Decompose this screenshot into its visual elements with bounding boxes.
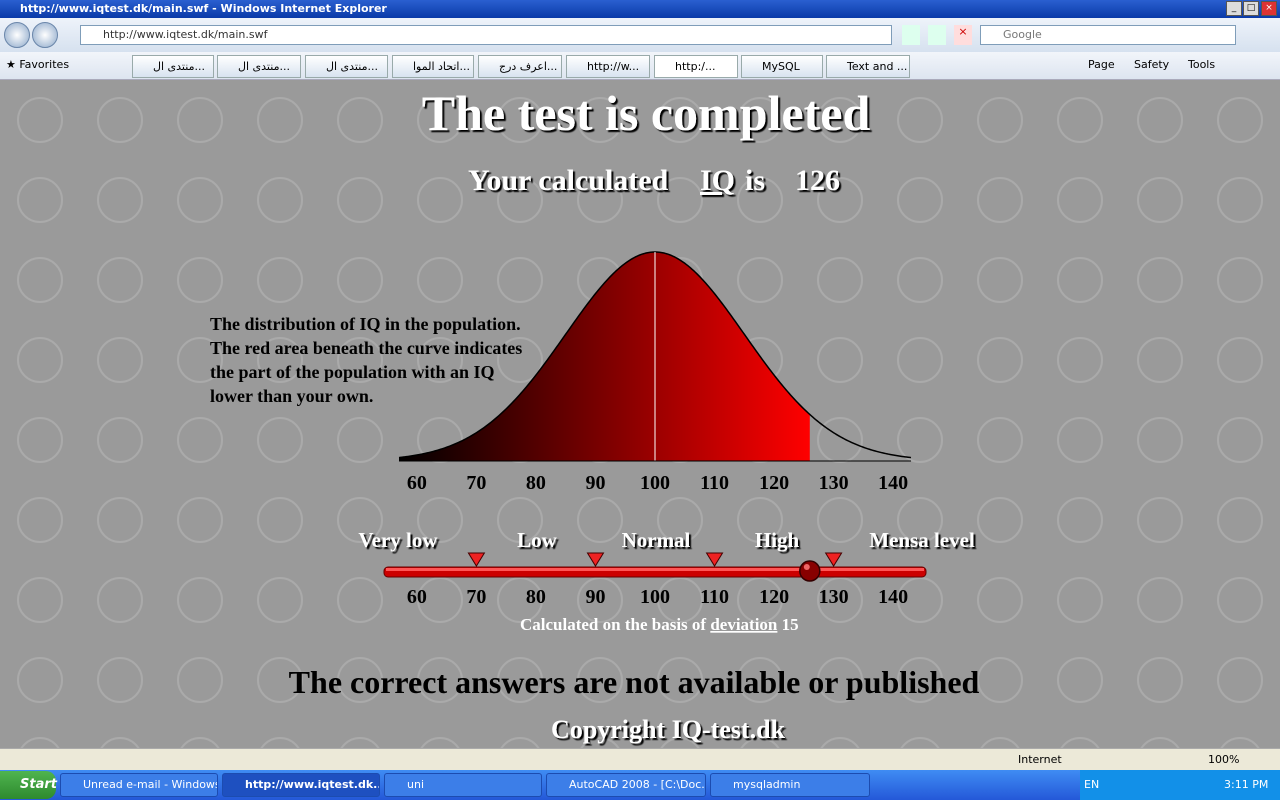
tab[interactable]: http://w... [566, 55, 650, 78]
description-line: The red area beneath the curve indicates [210, 338, 522, 358]
scale-tick-label: 100 [640, 586, 670, 608]
tab[interactable]: MySQL [741, 55, 823, 78]
iq-pre: Your calculated [468, 164, 669, 197]
x-tick-label: 90 [585, 472, 605, 494]
x-tick-label: 100 [640, 472, 670, 494]
back-button[interactable] [4, 22, 30, 48]
description-line: The distribution of IQ in the population… [210, 314, 521, 334]
x-tick-label: 110 [700, 472, 729, 494]
copyright: Copyright IQ-test.dk [551, 715, 786, 744]
description-line: lower than your own. [210, 386, 373, 406]
below-iq-area [399, 252, 810, 461]
tab[interactable]: منتدى ال... [305, 55, 388, 78]
scale-label: Mensa level [869, 528, 975, 552]
x-tick-label: 140 [878, 472, 908, 494]
iq-line: Your calculated IQ is 126 [468, 164, 840, 197]
description: The distribution of IQ in the population… [210, 314, 522, 406]
iq-post: is [745, 164, 765, 197]
start-label: Start [20, 777, 57, 792]
scale-tick-label: 60 [407, 586, 427, 608]
title-bar: http://www.iqtest.dk/main.swf - Windows … [0, 0, 1280, 18]
taskbar-item[interactable]: Unread e-mail - Windows... [60, 773, 218, 797]
status-bar: Internet 100% [0, 748, 1280, 770]
zone: Internet [1018, 753, 1062, 766]
deviation-line: Calculated on the basis of deviation 15 [520, 615, 799, 634]
scale-label: Normal [622, 528, 691, 552]
command-button[interactable]: Safety [1134, 58, 1170, 71]
deviation-value: 15 [782, 615, 799, 634]
minimize[interactable]: _ [1226, 1, 1242, 16]
compat-button[interactable] [902, 25, 920, 45]
deviation-pre: Calculated on the basis of [520, 615, 706, 634]
x-tick-label: 130 [819, 472, 849, 494]
title: The test is completed [422, 85, 871, 141]
taskbar-item[interactable]: uni [384, 773, 542, 797]
x-tick-label: 120 [759, 472, 789, 494]
tab[interactable]: منتدى ال... [132, 55, 214, 78]
command-button[interactable]: Page [1088, 58, 1115, 71]
search-placeholder: Google [1003, 28, 1042, 41]
tab[interactable]: اتحاد الموا... [392, 55, 474, 78]
scale-marker [467, 552, 486, 567]
iq-link[interactable]: IQ [700, 164, 735, 197]
window-title: http://www.iqtest.dk/main.swf - Windows … [20, 2, 387, 15]
zoom[interactable]: 100% [1208, 753, 1240, 766]
scale-tick-label: 130 [819, 586, 849, 608]
tab[interactable]: منتدى ال... [217, 55, 301, 78]
forward-button[interactable] [32, 22, 58, 48]
address-bar[interactable]: http://www.iqtest.dk/main.swf [80, 25, 892, 45]
scale-marker [586, 552, 605, 567]
refresh-button[interactable] [928, 25, 946, 45]
x-tick-label: 80 [526, 472, 546, 494]
iq-ball [799, 560, 821, 582]
scale-tick-label: 140 [878, 586, 908, 608]
tab[interactable]: http:/... [654, 55, 738, 78]
tab-row: ★ Favorites منتدى ال... منتدى ال... منتدى … [0, 52, 1280, 80]
address-row: http://www.iqtest.dk/main.swf × Google [0, 18, 1280, 52]
language[interactable]: EN [1084, 778, 1100, 791]
scale-label: Low [517, 528, 558, 552]
tray: EN 3:11 PM [1080, 770, 1280, 800]
x-tick-label: 60 [407, 472, 427, 494]
scale-tick-label: 90 [585, 586, 605, 608]
clock: 3:11 PM [1224, 778, 1269, 791]
scale-marker [705, 552, 724, 567]
scale-tick-label: 80 [526, 586, 546, 608]
taskbar: Start EN 3:11 PM Unread e-mail - Windows… [0, 770, 1280, 800]
notice: The correct answers are not available or… [289, 664, 980, 700]
scale-marker [824, 552, 843, 567]
description-line: the part of the population with an IQ [210, 362, 495, 382]
tab[interactable]: Text and ... [826, 55, 910, 78]
scale-label: Very low [358, 528, 438, 552]
command-button[interactable]: Tools [1188, 58, 1216, 71]
iq-value: 126 [795, 164, 840, 197]
scale-tick-label: 110 [700, 586, 729, 608]
close[interactable]: × [1261, 1, 1277, 16]
maximize[interactable]: □ [1243, 1, 1259, 16]
iq-ball-shine [803, 564, 810, 570]
taskbar-item[interactable]: AutoCAD 2008 - [C:\Doc... [546, 773, 706, 797]
tab[interactable]: اعرف درج... [478, 55, 562, 78]
taskbar-item[interactable]: http://www.iqtest.dk... [222, 773, 380, 797]
scale-tick-label: 120 [759, 586, 789, 608]
address-text: http://www.iqtest.dk/main.swf [103, 28, 268, 41]
search-box[interactable]: Google [980, 25, 1236, 45]
stop-button[interactable]: × [954, 25, 972, 45]
scale-tick-label: 70 [466, 586, 486, 608]
taskbar-item[interactable]: mysqladmin [710, 773, 870, 797]
scale-track-shine [386, 568, 924, 571]
favorites-label: Favorites [19, 58, 70, 71]
x-tick-label: 70 [466, 472, 486, 494]
flash-content: The test is completed Your calculated IQ… [0, 80, 1280, 748]
scale-label: High [755, 528, 800, 552]
start-button[interactable]: Start [0, 771, 57, 799]
deviation-link[interactable]: deviation [710, 615, 778, 634]
favorites-button[interactable]: ★ Favorites [6, 58, 70, 71]
